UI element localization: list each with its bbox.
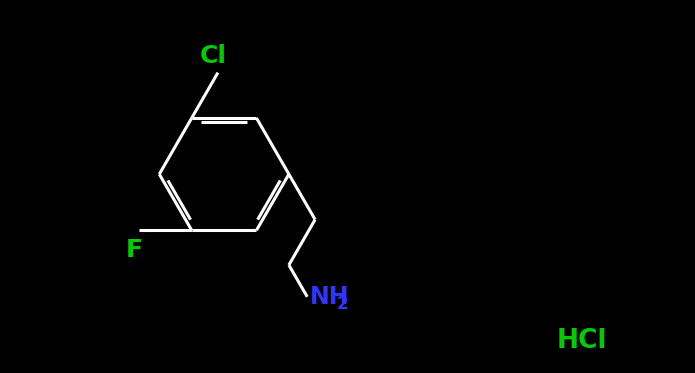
Text: HCl: HCl (557, 328, 607, 354)
Text: Cl: Cl (199, 44, 227, 68)
Text: F: F (126, 238, 142, 262)
Text: NH: NH (311, 285, 350, 309)
Text: 2: 2 (336, 295, 348, 313)
